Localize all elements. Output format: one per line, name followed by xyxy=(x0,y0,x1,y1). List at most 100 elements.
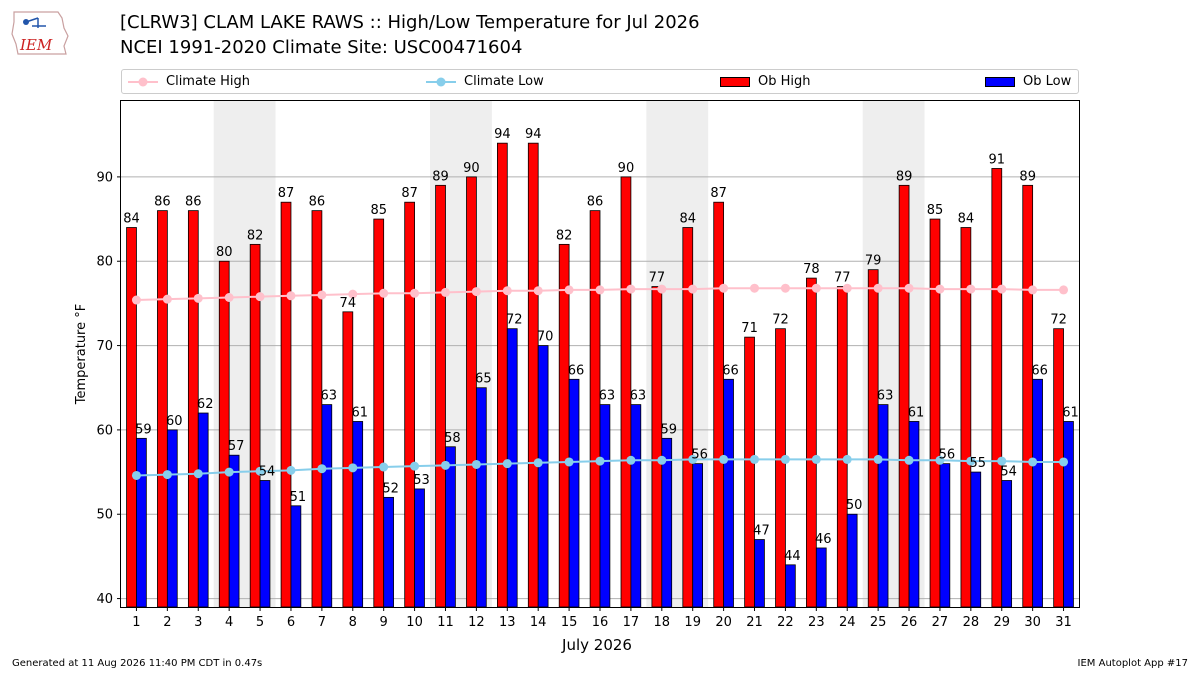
bar-ob-low-3 xyxy=(197,412,209,608)
bar-ob-high-4 xyxy=(218,260,230,608)
label-ob-high-20: 87 xyxy=(710,186,727,201)
point-climate-high-10 xyxy=(410,288,420,298)
bar-ob-high-23 xyxy=(806,277,817,608)
bar-ob-low-21 xyxy=(754,539,765,608)
bar-ob-high-2 xyxy=(157,210,168,608)
y-tick-label-40: 40 xyxy=(96,592,113,607)
y-tick-label-80: 80 xyxy=(96,255,113,270)
bar-ob-low-22 xyxy=(785,564,796,608)
point-climate-low-10 xyxy=(410,461,420,471)
app-id: IEM Autoplot App #17 xyxy=(1077,658,1188,669)
x-tick-label-20: 20 xyxy=(715,615,732,630)
label-ob-low-13: 72 xyxy=(506,313,523,328)
bar-ob-high-7 xyxy=(311,210,323,608)
bar-ob-low-9 xyxy=(383,496,394,608)
label-ob-low-9: 52 xyxy=(382,481,399,496)
label-ob-high-25: 79 xyxy=(865,254,882,269)
x-tick-label-31: 31 xyxy=(1055,615,1072,630)
bar-ob-high-15 xyxy=(558,243,570,608)
bar-ob-low-23 xyxy=(815,547,827,608)
legend-label-ob-high: Ob High xyxy=(758,74,811,89)
label-ob-low-24: 50 xyxy=(846,498,863,513)
label-ob-low-15: 66 xyxy=(568,363,585,378)
point-climate-low-30 xyxy=(1028,457,1038,467)
label-ob-high-26: 89 xyxy=(896,169,913,184)
label-ob-high-24: 77 xyxy=(834,271,851,286)
x-tick-label-29: 29 xyxy=(993,615,1010,630)
point-climate-high-4 xyxy=(224,292,234,302)
x-tick-label-16: 16 xyxy=(592,615,609,630)
point-climate-high-25 xyxy=(873,283,883,293)
legend-item-ob-high: Ob High xyxy=(720,70,811,93)
point-climate-low-25 xyxy=(873,454,883,464)
label-ob-low-23: 46 xyxy=(815,532,832,547)
bar-ob-high-28 xyxy=(960,227,972,608)
chart-subtitle: NCEI 1991-2020 Climate Site: USC00471604 xyxy=(120,37,523,58)
x-tick-label-13: 13 xyxy=(499,615,516,630)
point-climate-high-16 xyxy=(595,285,605,295)
data-labels: 84 59 86 60 86 62 80 57 82 54 87 51 86 63 74 61 85 52 87 53… xyxy=(123,127,1079,564)
x-tick-label-17: 17 xyxy=(623,615,640,630)
x-tick-label-1: 1 xyxy=(132,615,140,630)
label-ob-low-12: 65 xyxy=(475,372,492,387)
x-tick-label-8: 8 xyxy=(349,615,357,630)
x-tick-label-18: 18 xyxy=(654,615,671,630)
point-climate-low-27 xyxy=(935,455,945,465)
bar-ob-low-26 xyxy=(908,421,920,608)
x-axis: 1 2 3 4 5 6 7 8 9 10 11 12 13 14 15 16 17 18 19 20 21 22 23 24 2… xyxy=(132,607,1072,630)
label-ob-low-30: 66 xyxy=(1031,363,1048,378)
x-tick-label-27: 27 xyxy=(932,615,949,630)
bar-ob-high-19 xyxy=(682,227,694,608)
bar-ob-low-19 xyxy=(692,463,703,608)
x-tick-label-11: 11 xyxy=(437,615,454,630)
bar-ob-low-12 xyxy=(475,387,487,608)
point-climate-low-16 xyxy=(595,456,605,466)
point-climate-low-8 xyxy=(348,463,358,473)
bar-ob-high-13 xyxy=(497,142,508,608)
bar-ob-low-8 xyxy=(352,421,364,608)
chart-legend: Climate High Climate Low Ob High Ob Low xyxy=(121,69,1079,94)
point-climate-low-4 xyxy=(224,467,234,477)
label-ob-high-11: 89 xyxy=(432,169,449,184)
label-ob-high-15: 82 xyxy=(556,228,573,243)
point-climate-high-27 xyxy=(935,284,945,294)
bar-ob-low-7 xyxy=(321,404,333,608)
label-ob-low-16: 63 xyxy=(599,389,616,404)
bar-ob-high-21 xyxy=(744,336,755,608)
point-climate-high-17 xyxy=(626,284,636,294)
x-tick-label-6: 6 xyxy=(287,615,295,630)
label-ob-low-27: 56 xyxy=(939,448,956,463)
legend-label-climate-high: Climate High xyxy=(166,74,251,89)
label-ob-low-6: 51 xyxy=(290,490,307,505)
point-climate-low-11 xyxy=(440,460,450,470)
x-tick-label-10: 10 xyxy=(406,615,423,630)
point-climate-low-28 xyxy=(966,456,976,466)
point-climate-low-15 xyxy=(564,457,574,467)
x-tick-label-26: 26 xyxy=(901,615,918,630)
bar-ob-high-9 xyxy=(373,218,385,608)
x-axis-label: July 2026 xyxy=(561,636,632,654)
label-ob-low-10: 53 xyxy=(413,473,430,488)
generated-timestamp: Generated at 11 Aug 2026 11:40 PM CDT in… xyxy=(12,658,263,669)
chart-title: [CLRW3] CLAM LAKE RAWS :: High/Low Tempe… xyxy=(120,12,700,33)
point-climate-high-26 xyxy=(904,283,914,293)
point-climate-high-30 xyxy=(1028,285,1038,295)
point-climate-high-28 xyxy=(966,284,976,294)
x-tick-label-2: 2 xyxy=(163,615,171,630)
bar-ob-high-16 xyxy=(589,210,601,608)
label-ob-low-19: 56 xyxy=(691,448,708,463)
legend-item-ob-low: Ob Low xyxy=(985,70,1071,93)
point-climate-high-20 xyxy=(719,283,729,293)
point-climate-high-21 xyxy=(750,283,760,293)
label-ob-low-21: 47 xyxy=(753,524,770,539)
bar-ob-low-6 xyxy=(290,505,302,608)
y-tick-label-50: 50 xyxy=(96,508,113,523)
bar-ob-low-1 xyxy=(136,437,147,608)
bar-ob-high-11 xyxy=(435,184,446,608)
bar-ob-low-20 xyxy=(723,378,734,608)
label-ob-low-5: 54 xyxy=(259,465,276,480)
x-tick-label-7: 7 xyxy=(318,615,326,630)
point-climate-high-3 xyxy=(193,293,203,303)
point-climate-high-6 xyxy=(286,291,296,301)
